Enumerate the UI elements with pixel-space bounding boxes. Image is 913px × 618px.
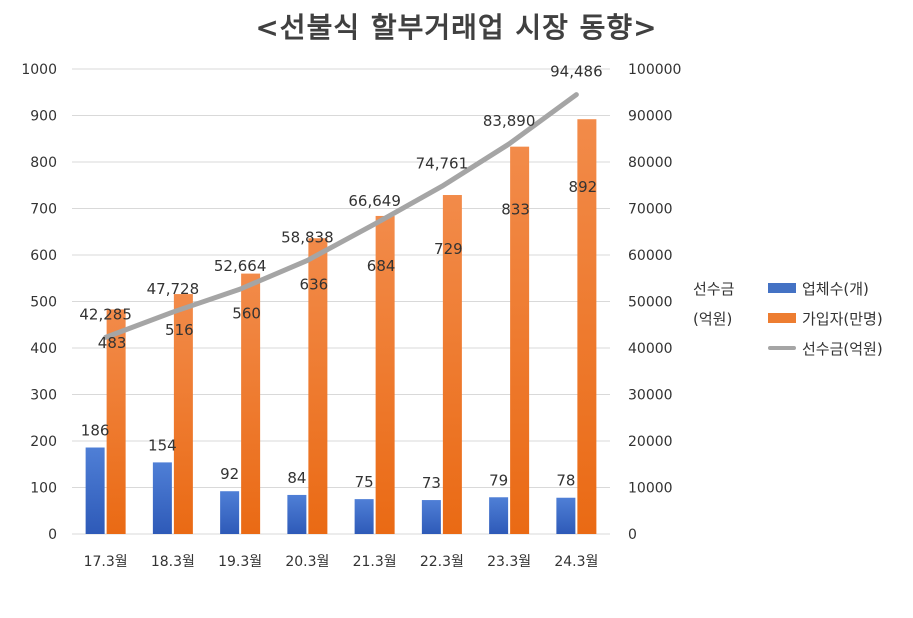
- right-axis-tick-label: 30000: [628, 388, 673, 404]
- left-axis-tick-label: 900: [30, 109, 57, 125]
- data-label-companies: 186: [81, 422, 110, 440]
- data-label-advance-payments: 74,761: [416, 154, 469, 172]
- right-axis-title-line2: (억원): [693, 310, 733, 328]
- line-advance-payments: [103, 92, 579, 340]
- x-axis-tick-label: 22.3월: [420, 554, 464, 570]
- data-label-companies: 92: [220, 465, 239, 483]
- bars: [85, 119, 597, 534]
- right-axis-tick-label: 90000: [628, 109, 673, 125]
- legend-item-subscribers: 가입자(만명): [768, 303, 883, 333]
- bar-companies: [556, 497, 576, 534]
- legend-swatch-companies: [768, 283, 796, 293]
- data-label-subscribers: 729: [434, 240, 463, 258]
- data-label-advance-payments: 42,285: [79, 305, 132, 323]
- bar-subscribers: [241, 273, 261, 534]
- x-axis-tick-label: 17.3월: [84, 554, 128, 570]
- bar-companies: [152, 462, 172, 534]
- bar-subscribers: [375, 215, 395, 534]
- axes: 0100200300400500600700800900100001000020…: [21, 62, 681, 570]
- bar-subscribers: [308, 238, 328, 534]
- bar-subscribers: [173, 294, 193, 534]
- data-label-advance-payments: 66,649: [348, 192, 401, 210]
- left-axis-tick-label: 1000: [21, 62, 57, 78]
- x-axis-tick-label: 18.3월: [151, 554, 195, 570]
- data-label-subscribers: 516: [165, 321, 194, 339]
- x-axis-tick-label: 24.3월: [554, 554, 598, 570]
- line-series: [103, 92, 579, 340]
- right-axis-title-line1: 선수금: [693, 280, 735, 298]
- data-label-advance-payments: 83,890: [483, 112, 536, 130]
- bar-companies: [287, 494, 307, 534]
- x-axis-tick-label: 20.3월: [285, 554, 329, 570]
- bar-subscribers: [106, 309, 126, 534]
- left-axis-tick-label: 800: [30, 155, 57, 171]
- data-label-subscribers: 560: [232, 304, 261, 322]
- left-axis-tick-label: 300: [30, 388, 57, 404]
- data-label-companies: 84: [287, 469, 306, 487]
- right-axis-tick-label: 100000: [628, 62, 681, 78]
- right-axis-tick-label: 10000: [628, 481, 673, 497]
- bar-companies: [354, 499, 374, 534]
- x-axis-tick-label: 23.3월: [487, 554, 531, 570]
- x-axis-tick-label: 21.3월: [353, 554, 397, 570]
- data-label-companies: 75: [355, 473, 374, 491]
- data-labels: 186 483 154 516 92 560 84 636 75 684 73 729 79 833 78 8…: [79, 63, 602, 492]
- gridlines: [72, 68, 610, 535]
- legend-swatch-subscribers: [768, 313, 796, 323]
- left-axis-tick-label: 500: [30, 295, 57, 311]
- data-label-subscribers: 483: [98, 334, 127, 352]
- right-axis-tick-label: 20000: [628, 434, 673, 450]
- left-axis-tick-label: 400: [30, 341, 57, 357]
- legend-item-companies: 업체수(개): [768, 273, 883, 303]
- right-axis-tick-label: 0: [628, 527, 637, 543]
- right-axis-tick-label: 40000: [628, 341, 673, 357]
- data-label-advance-payments: 52,664: [214, 257, 267, 275]
- chart-title: <선불식 할부거래업 시장 동향>: [255, 11, 658, 44]
- x-axis-tick-label: 19.3월: [218, 554, 262, 570]
- bar-subscribers: [510, 146, 530, 534]
- legend-swatch-advance-payments: [768, 346, 796, 350]
- data-label-advance-payments: 47,728: [147, 280, 200, 298]
- left-axis-tick-label: 600: [30, 248, 57, 264]
- right-axis-tick-label: 50000: [628, 295, 673, 311]
- legend-label-advance-payments: 선수금(억원): [802, 339, 883, 358]
- data-label-subscribers: 892: [569, 178, 598, 196]
- legend-item-advance-payments: 선수금(억원): [768, 333, 883, 363]
- data-label-advance-payments: 94,486: [550, 63, 603, 81]
- bar-subscribers: [442, 195, 462, 534]
- left-axis-tick-label: 100: [30, 481, 57, 497]
- data-label-subscribers: 833: [501, 200, 530, 218]
- right-axis-tick-label: 70000: [628, 202, 673, 218]
- bar-subscribers: [577, 119, 597, 534]
- legend-label-companies: 업체수(개): [802, 279, 869, 298]
- bar-companies: [421, 500, 441, 534]
- right-axis-tick-label: 80000: [628, 155, 673, 171]
- right-axis-tick-label: 60000: [628, 248, 673, 264]
- data-label-companies: 73: [422, 474, 441, 492]
- data-label-advance-payments: 58,838: [281, 228, 334, 246]
- legend: 업체수(개) 가입자(만명) 선수금(억원): [768, 273, 883, 363]
- bar-companies: [489, 497, 509, 534]
- data-label-companies: 78: [556, 472, 575, 490]
- legend-label-subscribers: 가입자(만명): [802, 309, 883, 328]
- bar-companies: [220, 491, 240, 534]
- left-axis-tick-label: 700: [30, 202, 57, 218]
- data-label-companies: 79: [489, 471, 508, 489]
- data-label-subscribers: 636: [300, 275, 329, 293]
- data-label-companies: 154: [148, 436, 177, 454]
- bar-companies: [85, 447, 105, 534]
- left-axis-tick-label: 0: [48, 527, 57, 543]
- left-axis-tick-label: 200: [30, 434, 57, 450]
- data-label-subscribers: 684: [367, 257, 396, 275]
